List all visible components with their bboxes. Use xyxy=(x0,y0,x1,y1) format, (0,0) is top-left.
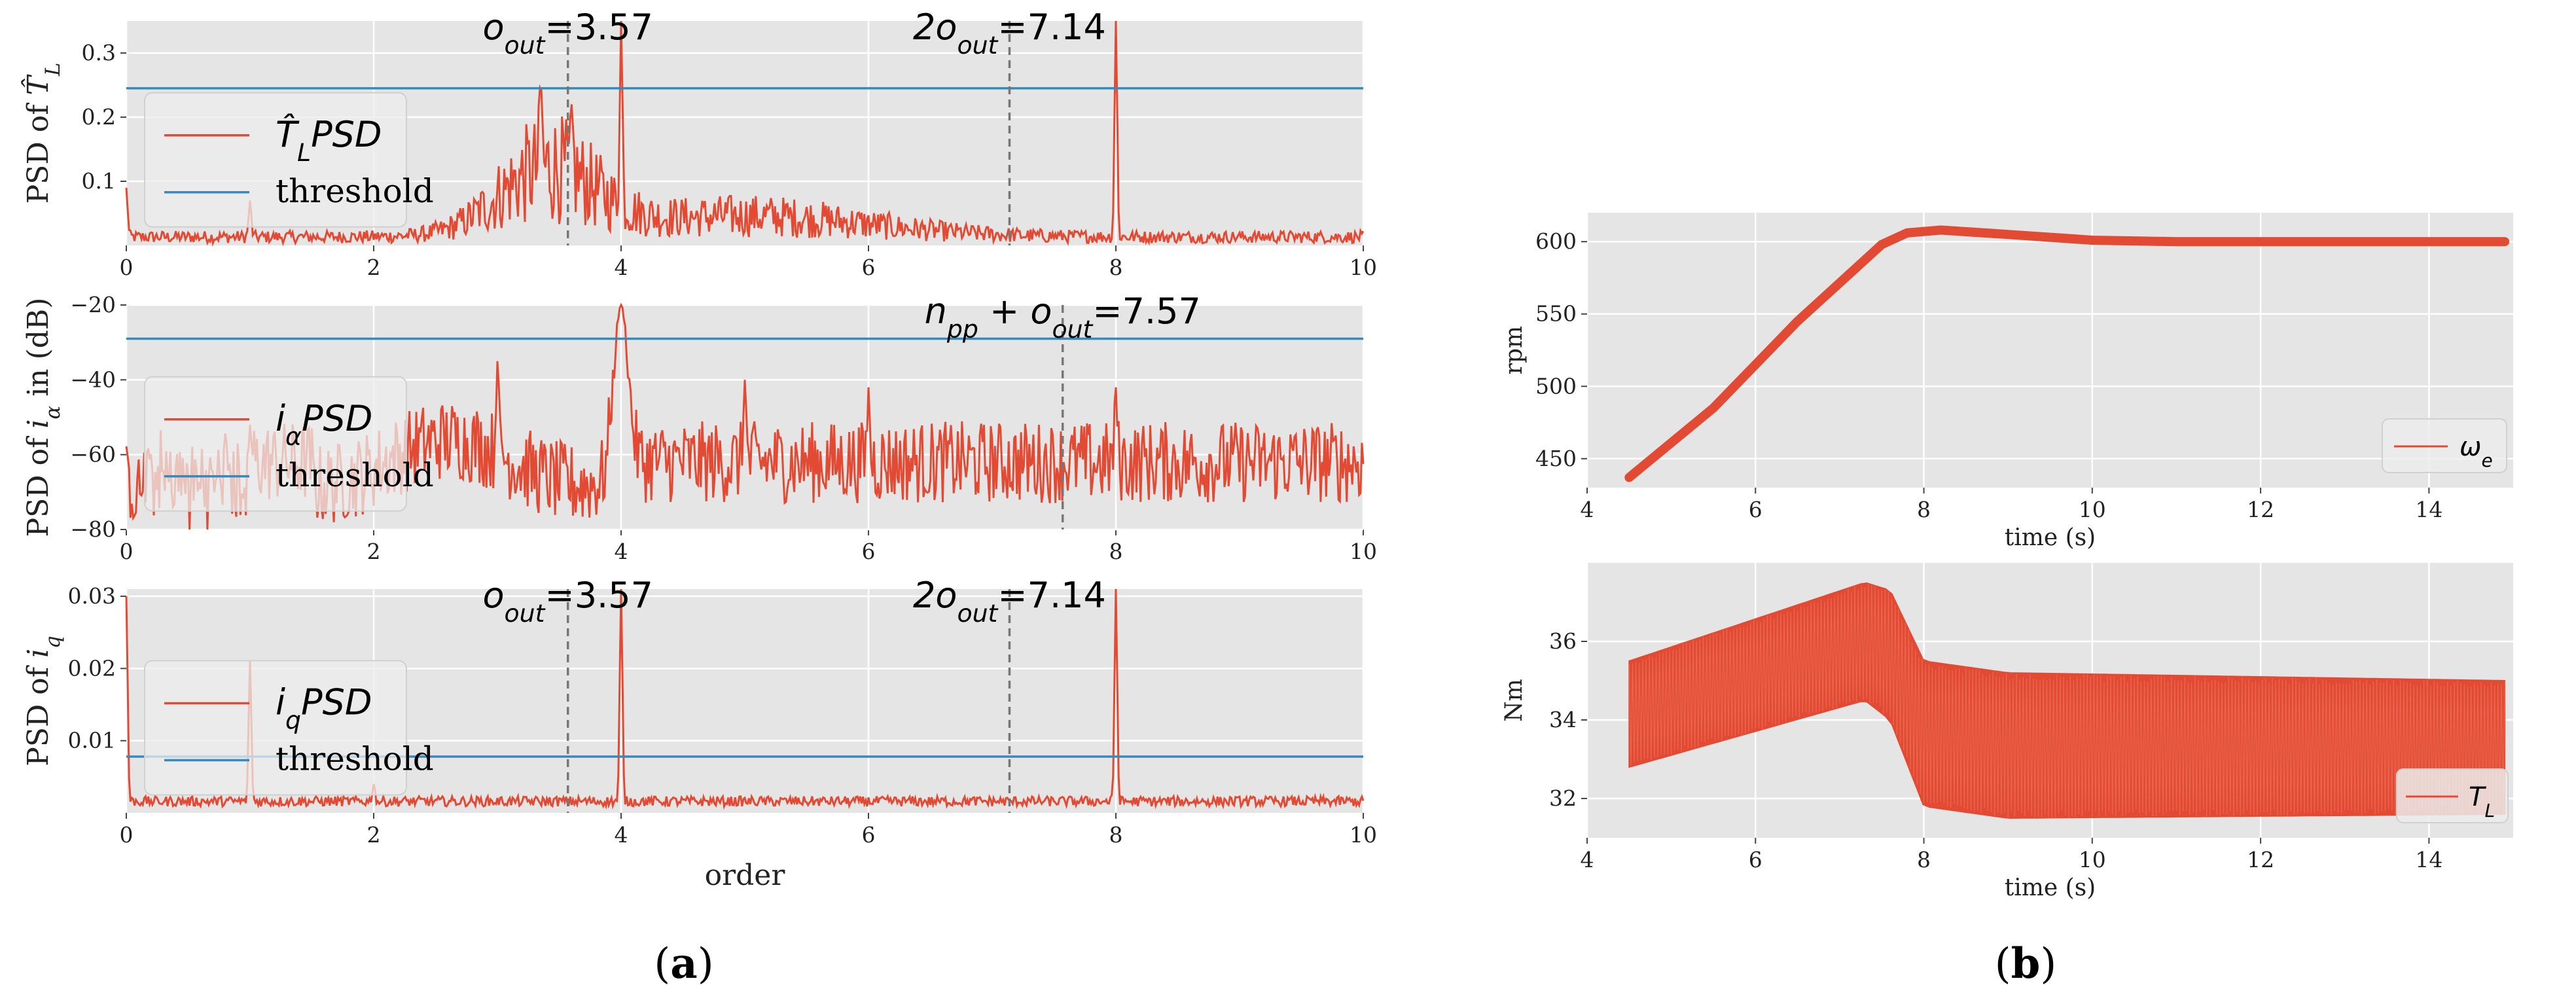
x-tick-label: 8 xyxy=(1109,539,1123,564)
legend: TL xyxy=(2396,768,2509,823)
x-tick-label: 4 xyxy=(1581,497,1594,522)
y-tick-label: 450 xyxy=(1535,446,1577,471)
y-tick-label: −80 xyxy=(70,516,116,542)
x-tick-label: 0 xyxy=(120,255,134,280)
x-tick-label: 0 xyxy=(120,539,134,564)
legend: T̂LPSD threshold xyxy=(144,92,434,228)
y-tick-label: 32 xyxy=(1549,785,1577,811)
y-tick-label: −60 xyxy=(70,442,116,467)
legend-label-threshold: threshold xyxy=(276,740,434,778)
x-tick-label: 8 xyxy=(1109,822,1123,848)
order-annotation: npp + oout=7.57 xyxy=(925,291,1201,344)
x-tick-label: 10 xyxy=(2079,847,2106,872)
legend-label-threshold: threshold xyxy=(276,172,434,210)
x-tick-label: 12 xyxy=(2247,847,2274,872)
y-tick-label: 0.02 xyxy=(68,655,116,681)
x-tick-label: 8 xyxy=(1109,255,1123,280)
x-tick-label: 8 xyxy=(1917,497,1931,522)
y-tick-label: 0.03 xyxy=(68,583,116,609)
chart-psd_TL: 0 2 4 6 8 10 0.1 0.2 0.3 oout=3.57 2oout=7.14 T̂LPS… xyxy=(20,7,1377,280)
x-tick-label: 6 xyxy=(862,822,876,848)
y-tick-label: 0.1 xyxy=(82,168,116,194)
order-annotation: oout=3.57 xyxy=(483,7,653,60)
x-tick-label: 10 xyxy=(2079,497,2106,522)
y-tick-label: 0.2 xyxy=(82,104,116,130)
legend: ωe xyxy=(2382,418,2507,473)
x-tick-label: 10 xyxy=(1350,822,1377,848)
y-axis-label: rpm xyxy=(1501,326,1528,374)
x-tick-label: 14 xyxy=(2415,497,2442,522)
y-axis-label: PSD of iα in (dB) xyxy=(22,298,65,537)
y-tick-label: −20 xyxy=(70,292,116,317)
x-tick-label: 10 xyxy=(1350,539,1377,564)
x-tick-label: 2 xyxy=(367,539,381,564)
legend-label-series: ωe xyxy=(2460,432,2493,471)
x-tick-label: 0 xyxy=(120,822,134,848)
legend: iqPSD threshold xyxy=(144,660,434,796)
y-tick-label: 36 xyxy=(1549,628,1577,654)
x-tick-label: 14 xyxy=(2415,847,2442,872)
x-tick-label: 6 xyxy=(862,255,876,280)
y-axis-label: Nm xyxy=(1501,679,1528,722)
x-tick-label: 4 xyxy=(615,255,628,280)
series-line-psd xyxy=(125,20,1365,247)
chart-psd_iq: 0 2 4 6 8 10 0.01 0.02 0.03 oout=3.57 2oout=7.14 iq… xyxy=(22,575,1377,892)
x-tick-label: 2 xyxy=(367,255,381,280)
x-axis-label: time (s) xyxy=(2005,874,2096,901)
y-tick-label: −40 xyxy=(70,367,116,392)
y-tick-label: 34 xyxy=(1549,707,1577,732)
y-axis-label: PSD of T̂L xyxy=(20,63,65,204)
x-tick-label: 4 xyxy=(615,539,628,564)
x-tick-label: 8 xyxy=(1917,847,1931,872)
legend-label-series: iαPSD xyxy=(276,398,372,451)
legend-label-series: iqPSD xyxy=(276,681,372,734)
y-tick-label: 0.3 xyxy=(82,40,116,65)
x-tick-label: 4 xyxy=(1581,847,1594,872)
order-annotation: 2oout=7.14 xyxy=(913,575,1106,628)
legend: iαPSD threshold xyxy=(144,376,434,512)
y-axis-label: PSD of iq xyxy=(22,636,65,766)
x-axis-label: order xyxy=(705,859,786,892)
x-tick-label: 12 xyxy=(2247,497,2274,522)
series-line-psd xyxy=(125,588,1365,810)
chart-psd_ialpha: 0 2 4 6 8 10 −80 −60 −40 −20 npp + oout=7.57 iαPSD t… xyxy=(22,291,1377,564)
x-tick-label: 6 xyxy=(862,539,876,564)
legend-label-series: T̂LPSD xyxy=(276,114,382,167)
y-tick-label: 0.01 xyxy=(68,728,116,753)
order-annotation: 2oout=7.14 xyxy=(913,7,1106,60)
x-tick-label: 6 xyxy=(1749,497,1762,522)
y-tick-label: 500 xyxy=(1535,373,1577,399)
panel-label-b: (b) xyxy=(1995,939,2057,988)
y-tick-label: 600 xyxy=(1535,228,1577,254)
chart-torque: 4 6 8 10 12 14 32 34 36 TL Nm time (s) xyxy=(1501,563,2513,901)
legend-label-series: TL xyxy=(2469,782,2495,821)
x-tick-label: 6 xyxy=(1749,847,1762,872)
panel-label-a: (a) xyxy=(654,939,713,988)
legend-label-threshold: threshold xyxy=(276,456,434,494)
x-tick-label: 2 xyxy=(367,822,381,848)
x-axis-label: time (s) xyxy=(2005,524,2096,551)
series-line-torque xyxy=(1628,584,2505,818)
plot-area xyxy=(1587,213,2513,488)
order-annotation: oout=3.57 xyxy=(483,575,653,628)
y-tick-label: 550 xyxy=(1535,301,1577,327)
chart-speed: 4 6 8 10 12 14 450 500 550 600 ωe rpm time (s) xyxy=(1501,213,2513,551)
x-tick-label: 4 xyxy=(615,822,628,848)
series-line-speed xyxy=(1624,225,2510,482)
x-tick-label: 10 xyxy=(1350,255,1377,280)
